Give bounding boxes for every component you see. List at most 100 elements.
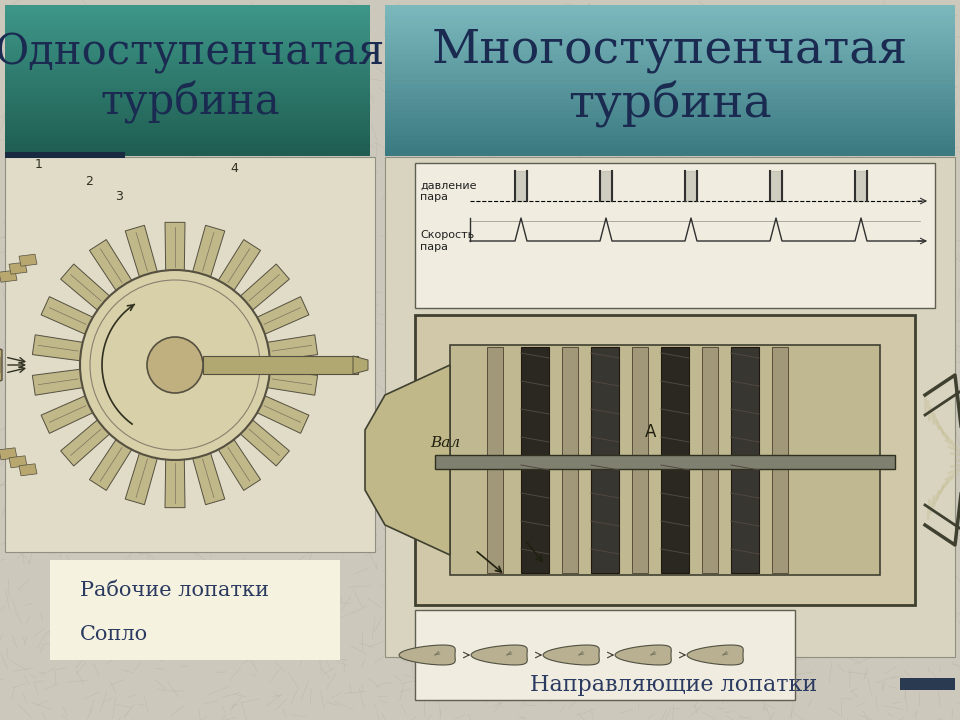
Bar <box>5 88 370 91</box>
Bar <box>5 73 370 77</box>
Polygon shape <box>365 365 450 555</box>
Polygon shape <box>192 225 225 279</box>
Bar <box>5 157 375 552</box>
Text: Сопло: Сопло <box>80 626 148 644</box>
Bar <box>385 68 955 73</box>
Bar <box>385 31 955 35</box>
Bar <box>5 132 370 137</box>
Bar <box>5 148 370 152</box>
Bar <box>5 107 370 110</box>
Text: давление
пара: давление пара <box>420 180 476 202</box>
Bar <box>385 58 955 62</box>
Bar <box>5 50 370 54</box>
Polygon shape <box>9 262 27 274</box>
Bar <box>487 347 503 573</box>
Bar <box>385 148 955 152</box>
Text: 4: 4 <box>230 162 238 175</box>
Bar <box>50 560 340 660</box>
Bar <box>385 136 955 140</box>
Bar <box>5 136 370 140</box>
Polygon shape <box>217 438 260 490</box>
Bar <box>450 345 880 575</box>
Text: Одноступенчатая
турбина: Одноступенчатая турбина <box>0 32 385 124</box>
Bar <box>5 114 370 118</box>
Bar <box>772 347 788 573</box>
Bar <box>385 46 955 50</box>
Polygon shape <box>165 222 185 272</box>
Bar <box>5 61 370 66</box>
Bar <box>5 129 370 133</box>
Polygon shape <box>687 645 743 665</box>
Bar <box>5 27 370 32</box>
Bar <box>5 102 370 107</box>
Bar <box>5 46 370 50</box>
Polygon shape <box>471 645 527 665</box>
Bar <box>385 50 955 54</box>
Polygon shape <box>89 438 132 490</box>
Polygon shape <box>0 270 17 282</box>
Bar <box>5 152 125 158</box>
Text: Скорость
пара: Скорость пара <box>420 230 474 252</box>
Polygon shape <box>265 369 318 395</box>
Bar <box>661 347 689 573</box>
Text: Направляющие лопатки: Направляющие лопатки <box>530 674 817 696</box>
Bar <box>5 117 370 122</box>
Bar <box>5 151 370 156</box>
Polygon shape <box>41 395 95 433</box>
Bar <box>385 27 955 32</box>
Polygon shape <box>19 254 37 266</box>
Polygon shape <box>89 240 132 292</box>
Polygon shape <box>165 457 185 508</box>
Bar <box>385 114 955 118</box>
Bar <box>5 65 370 69</box>
Bar <box>5 5 370 9</box>
Bar <box>385 99 955 103</box>
Polygon shape <box>33 369 84 395</box>
Polygon shape <box>0 448 17 460</box>
Polygon shape <box>353 356 368 374</box>
Bar <box>5 42 370 47</box>
Bar <box>385 65 955 69</box>
Bar <box>5 68 370 73</box>
Bar <box>385 76 955 81</box>
Polygon shape <box>41 297 95 335</box>
Text: 1: 1 <box>35 158 43 171</box>
Circle shape <box>80 270 270 460</box>
Text: А: А <box>645 423 657 441</box>
Bar <box>5 80 370 84</box>
Bar <box>385 102 955 107</box>
Polygon shape <box>19 464 37 476</box>
Bar <box>5 58 370 62</box>
Bar <box>385 157 955 657</box>
Bar <box>5 39 370 43</box>
Bar <box>385 117 955 122</box>
Bar <box>385 17 955 20</box>
Bar <box>385 140 955 144</box>
Bar <box>385 54 955 58</box>
Bar <box>385 5 955 9</box>
Bar <box>5 110 370 114</box>
Polygon shape <box>615 645 671 665</box>
Bar <box>5 140 370 144</box>
Bar <box>562 347 578 573</box>
Bar <box>385 125 955 130</box>
Polygon shape <box>9 456 27 468</box>
Polygon shape <box>239 264 289 312</box>
Bar <box>385 9 955 13</box>
Bar <box>5 54 370 58</box>
Polygon shape <box>125 225 157 279</box>
Bar <box>5 91 370 96</box>
Bar <box>385 144 955 148</box>
Bar <box>900 678 955 690</box>
Bar <box>385 121 955 125</box>
Bar <box>385 12 955 17</box>
Polygon shape <box>60 418 111 466</box>
Text: Многоступенчатая
турбина: Многоступенчатая турбина <box>432 28 908 127</box>
Bar <box>385 61 955 66</box>
Polygon shape <box>239 418 289 466</box>
Bar <box>5 17 370 20</box>
Bar <box>521 347 549 573</box>
Bar <box>385 129 955 133</box>
Bar <box>385 39 955 43</box>
Bar <box>731 347 759 573</box>
